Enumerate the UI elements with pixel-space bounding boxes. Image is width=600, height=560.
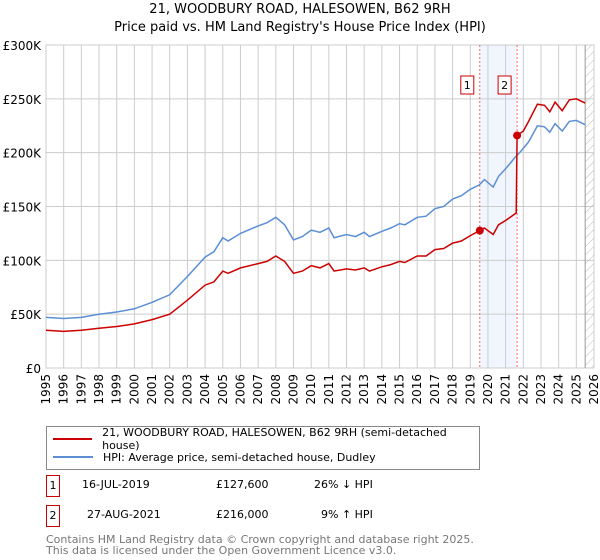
x-tick-label: 1998 [92, 374, 106, 405]
forecast-hatch [585, 45, 594, 368]
x-tick-label: 2014 [375, 374, 389, 405]
x-tick-label: 2004 [198, 374, 212, 405]
x-tick-label: 2000 [127, 374, 141, 405]
x-tick-label: 2010 [304, 374, 318, 405]
y-tick-label: £250K [3, 93, 43, 107]
x-tick-label: 2024 [552, 374, 566, 405]
x-tick-label: 1997 [74, 374, 88, 405]
sale-point [475, 226, 484, 235]
sale-point [513, 131, 522, 140]
x-tick-label: 2005 [216, 374, 230, 405]
x-tick-label: 2016 [410, 374, 424, 405]
x-tick-label: 1996 [57, 374, 71, 405]
sale-hpi-diff: 26% ↓ HPI [314, 478, 373, 491]
x-tick-label: 2022 [516, 374, 530, 405]
footer-licence: This data is licensed under the Open Gov… [46, 544, 397, 557]
footer-copyright: Contains HM Land Registry data © Crown c… [46, 533, 474, 546]
x-tick-label: 2009 [286, 374, 300, 405]
sale-date: 16-JUL-2019 [82, 478, 150, 491]
y-tick-label: £300K [3, 39, 43, 53]
property-price-line [45, 98, 586, 333]
x-tick-label: 2008 [269, 374, 283, 405]
sale-price: £216,000 [216, 508, 269, 521]
sale-date: 27-AUG-2021 [87, 508, 161, 521]
x-tick-label: 2018 [446, 374, 460, 405]
chart-subtitle: Price paid vs. HM Land Registry's House … [114, 20, 486, 35]
x-tick-label: 2013 [357, 374, 371, 405]
x-tick-label: 2017 [428, 374, 442, 405]
x-tick-label: 2012 [340, 374, 354, 405]
y-tick-label: £50K [10, 308, 42, 322]
x-tick-label: 2007 [251, 374, 265, 405]
sale-label: 1 [464, 79, 471, 92]
sale-label: 2 [501, 79, 508, 92]
x-tick-label: 2019 [463, 374, 477, 405]
legend-swatch-property [53, 438, 93, 440]
x-tick-label: 2011 [322, 374, 336, 405]
x-tick-label: 1995 [39, 374, 53, 405]
legend-label-hpi: HPI: Average price, semi-detached house,… [103, 450, 376, 464]
plot-area: 1995 1996 1997 1998 1999 2000 2001 2002 2003 2004… [3, 39, 600, 405]
y-tick-label: £200K [3, 147, 43, 161]
hpi-line [45, 119, 586, 320]
x-tick-label: 2015 [393, 374, 407, 405]
sale-label-box [497, 75, 512, 95]
x-tick-label: 2006 [233, 374, 247, 405]
y-tick-label: £100K [3, 254, 43, 268]
y-tick-label: £0 [26, 362, 41, 376]
sale-price: £127,600 [216, 478, 269, 491]
x-tick-label: 2001 [145, 374, 159, 405]
x-tick-label: 2021 [499, 374, 513, 405]
x-tick-label: 2002 [163, 374, 177, 405]
legend: 21, WOODBURY ROAD, HALESOWEN, B62 9RH (s… [46, 426, 480, 470]
x-tick-label: 2003 [180, 374, 194, 405]
y-tick-label: £150K [3, 201, 43, 215]
legend-swatch-hpi [53, 456, 93, 458]
x-tick-label: 2025 [569, 374, 583, 405]
sale-badge: 1 [46, 475, 60, 497]
sale-label-box [460, 75, 475, 95]
sale-hpi-diff: 9% ↑ HPI [321, 508, 373, 521]
chart-title: 21, WOODBURY ROAD, HALESOWEN, B62 9RH [149, 2, 451, 17]
x-tick-label: 2026 [587, 374, 600, 405]
legend-label-property: 21, WOODBURY ROAD, HALESOWEN, B62 9RH (s… [102, 426, 447, 452]
x-tick-label: 2023 [534, 374, 548, 405]
x-tick-label: 1999 [110, 374, 124, 405]
sale-badge: 2 [46, 505, 60, 527]
x-tick-label: 2020 [481, 374, 495, 405]
